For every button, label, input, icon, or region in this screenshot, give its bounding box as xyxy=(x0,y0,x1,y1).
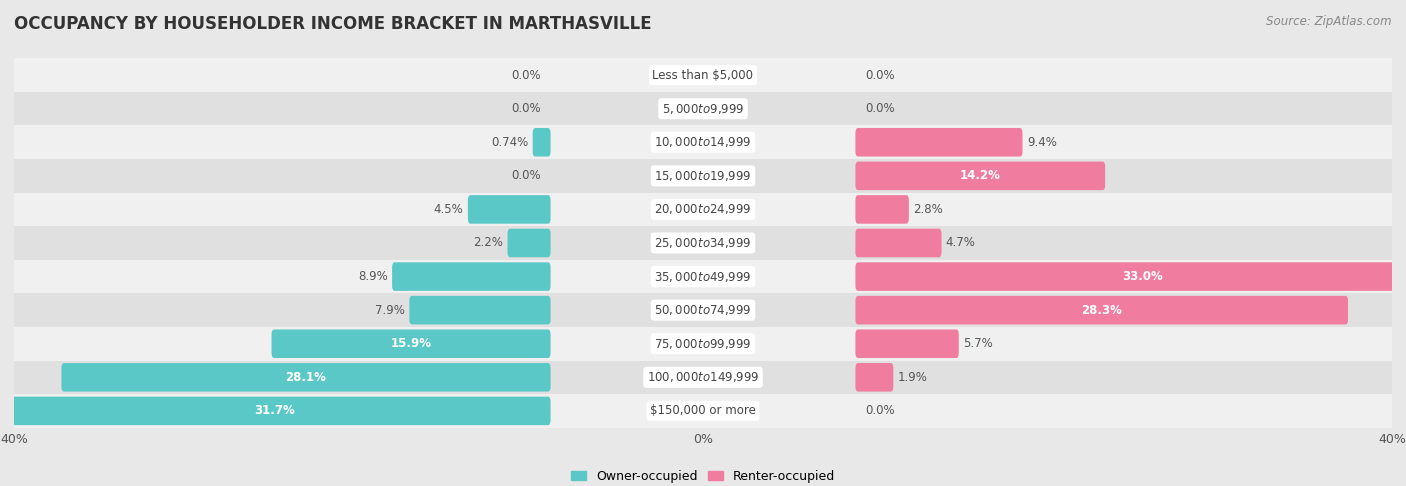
Text: $10,000 to $14,999: $10,000 to $14,999 xyxy=(654,135,752,149)
Text: 2.8%: 2.8% xyxy=(912,203,943,216)
Text: 15.9%: 15.9% xyxy=(391,337,432,350)
Text: 8.9%: 8.9% xyxy=(359,270,388,283)
Text: $25,000 to $34,999: $25,000 to $34,999 xyxy=(654,236,752,250)
Text: OCCUPANCY BY HOUSEHOLDER INCOME BRACKET IN MARTHASVILLE: OCCUPANCY BY HOUSEHOLDER INCOME BRACKET … xyxy=(14,15,652,33)
FancyBboxPatch shape xyxy=(62,363,551,392)
Text: 0.0%: 0.0% xyxy=(865,102,894,115)
FancyBboxPatch shape xyxy=(14,226,1392,260)
Text: 7.9%: 7.9% xyxy=(375,304,405,317)
Text: 2.2%: 2.2% xyxy=(474,237,503,249)
Text: $50,000 to $74,999: $50,000 to $74,999 xyxy=(654,303,752,317)
FancyBboxPatch shape xyxy=(271,330,551,358)
FancyBboxPatch shape xyxy=(14,192,1392,226)
FancyBboxPatch shape xyxy=(855,363,893,392)
FancyBboxPatch shape xyxy=(14,92,1392,125)
Text: 4.7%: 4.7% xyxy=(946,237,976,249)
Text: 0.0%: 0.0% xyxy=(865,404,894,417)
Text: $150,000 or more: $150,000 or more xyxy=(650,404,756,417)
FancyBboxPatch shape xyxy=(468,195,551,224)
Legend: Owner-occupied, Renter-occupied: Owner-occupied, Renter-occupied xyxy=(567,465,839,486)
FancyBboxPatch shape xyxy=(855,128,1022,156)
FancyBboxPatch shape xyxy=(855,195,908,224)
FancyBboxPatch shape xyxy=(855,161,1105,190)
Text: $5,000 to $9,999: $5,000 to $9,999 xyxy=(662,102,744,116)
FancyBboxPatch shape xyxy=(855,229,942,257)
Text: 4.5%: 4.5% xyxy=(434,203,464,216)
Text: 0.0%: 0.0% xyxy=(512,69,541,82)
FancyBboxPatch shape xyxy=(392,262,551,291)
Text: 5.7%: 5.7% xyxy=(963,337,993,350)
Text: 0.0%: 0.0% xyxy=(512,102,541,115)
FancyBboxPatch shape xyxy=(855,330,959,358)
FancyBboxPatch shape xyxy=(0,397,551,425)
Text: $35,000 to $49,999: $35,000 to $49,999 xyxy=(654,270,752,283)
Text: $100,000 to $149,999: $100,000 to $149,999 xyxy=(647,370,759,384)
Text: Less than $5,000: Less than $5,000 xyxy=(652,69,754,82)
Text: 0.74%: 0.74% xyxy=(491,136,529,149)
Text: 28.1%: 28.1% xyxy=(285,371,326,384)
FancyBboxPatch shape xyxy=(14,260,1392,294)
FancyBboxPatch shape xyxy=(855,262,1406,291)
Text: $15,000 to $19,999: $15,000 to $19,999 xyxy=(654,169,752,183)
Text: 1.9%: 1.9% xyxy=(897,371,928,384)
Text: 33.0%: 33.0% xyxy=(1122,270,1163,283)
Text: 31.7%: 31.7% xyxy=(254,404,295,417)
FancyBboxPatch shape xyxy=(14,361,1392,394)
Text: $20,000 to $24,999: $20,000 to $24,999 xyxy=(654,203,752,216)
FancyBboxPatch shape xyxy=(855,296,1348,325)
FancyBboxPatch shape xyxy=(508,229,551,257)
FancyBboxPatch shape xyxy=(409,296,551,325)
Text: $75,000 to $99,999: $75,000 to $99,999 xyxy=(654,337,752,351)
FancyBboxPatch shape xyxy=(14,58,1392,92)
FancyBboxPatch shape xyxy=(14,125,1392,159)
FancyBboxPatch shape xyxy=(533,128,551,156)
Text: 9.4%: 9.4% xyxy=(1026,136,1057,149)
FancyBboxPatch shape xyxy=(14,394,1392,428)
FancyBboxPatch shape xyxy=(14,327,1392,361)
Text: 14.2%: 14.2% xyxy=(960,169,1001,182)
Text: 0.0%: 0.0% xyxy=(512,169,541,182)
Text: 28.3%: 28.3% xyxy=(1081,304,1122,317)
Text: 0.0%: 0.0% xyxy=(865,69,894,82)
FancyBboxPatch shape xyxy=(14,159,1392,192)
Text: Source: ZipAtlas.com: Source: ZipAtlas.com xyxy=(1267,15,1392,28)
FancyBboxPatch shape xyxy=(14,294,1392,327)
